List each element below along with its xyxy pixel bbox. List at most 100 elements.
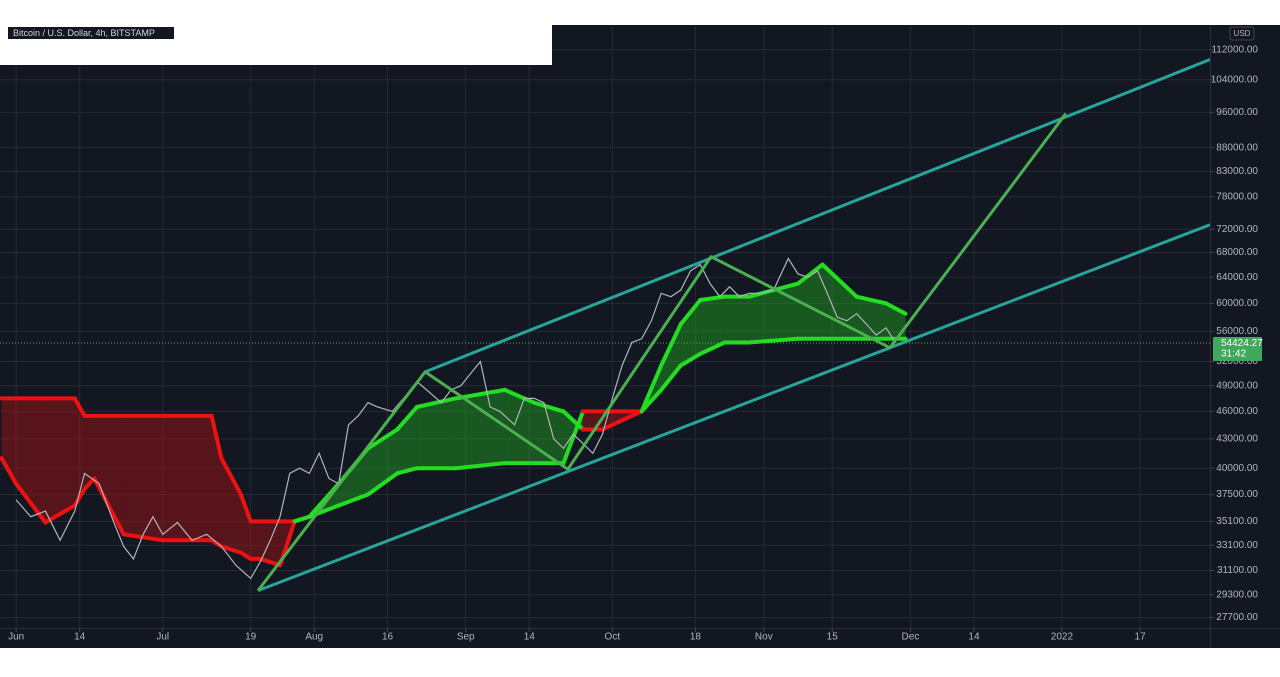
x-tick-label: Jul [156,632,169,643]
price-line [15,257,897,580]
cloud-line [747,336,801,345]
cloud-line [238,492,253,524]
cloud-fill [74,398,85,506]
chart-background [0,25,1280,648]
cloud-line [209,413,224,461]
cloud-fill [534,402,564,464]
cloud-line [82,476,97,492]
cloud-fill [416,398,456,469]
cloud-line [395,466,419,476]
cloud-line [639,387,664,414]
cloud-fill [724,296,750,343]
cloud-line [678,351,703,368]
chart-title: Bitcoin / U.S. Dollar, 4h, BITSTAMP [13,28,155,38]
cloud-fill [455,389,505,469]
currency-label: USD [1234,29,1251,38]
x-tick-label: Oct [605,632,621,643]
cloud-fill [397,407,417,474]
cloud-fill [45,398,75,523]
last-price-box [1213,337,1262,362]
cloud-line [854,294,888,306]
cloud-line [453,461,507,471]
countdown-label: 31:42 [1221,349,1246,360]
cloud-fill [856,296,886,339]
cloud-fill [260,521,281,566]
plot [0,58,1210,593]
cloud-line [561,409,586,432]
cloud-fill [162,415,212,541]
y-tick-label: 112000.00 [1211,44,1258,55]
cloud-fill [504,389,535,464]
y-tick-label: 64000.00 [1216,272,1258,283]
y-tick-label: 104000.00 [1211,74,1259,85]
x-tick-label: Dec [902,632,920,643]
title-chip [8,27,174,39]
y-tick-label: 68000.00 [1216,247,1258,258]
cloud-line [659,322,683,368]
x-tick-label: 14 [968,632,980,643]
cloud-fill [250,521,261,559]
cloud-line [883,301,908,316]
cloud-line [0,456,19,486]
y-tick-label: 56000.00 [1216,326,1258,337]
cloud-fill [680,300,701,366]
x-tick-label: 2022 [1051,632,1074,643]
cloud-line [395,405,419,432]
cloud-fill [749,283,799,343]
x-tick-label: Jun [8,632,24,643]
cloud-fill [700,296,725,354]
y-tick-label: 96000.00 [1216,107,1258,118]
cloud-fill [661,324,681,390]
x-tick-label: 17 [1135,632,1147,643]
cloud-line [121,532,165,543]
cloud-fill [123,415,163,541]
cloud-fill [338,448,368,506]
cloud-fill [798,264,823,339]
x-tick-label: 15 [827,632,839,643]
y-tick-label: 29300.00 [1216,589,1258,600]
x-tick-label: 14 [524,632,536,643]
cloud-line [292,514,312,524]
y-tick-label: 88000.00 [1216,142,1258,153]
trend-drawing [257,223,1210,593]
currency-chip [1229,26,1255,41]
y-tick-label: 35100.00 [1216,516,1258,527]
cloud-line [796,262,825,286]
y-tick-label: 27700.00 [1216,612,1258,623]
x-tick-label: Nov [755,632,773,643]
y-tick-label: 78000.00 [1216,191,1258,202]
cloud-line [502,387,537,405]
y-tick-label: 46000.00 [1216,406,1258,417]
cloud-line [820,262,859,299]
cloud-line [639,363,664,414]
y-tick-label: 31100.00 [1217,565,1258,576]
cloud-line [698,294,727,303]
cloud-line [600,418,625,432]
cloud-fill [94,415,124,535]
y-tick-label: 60000.00 [1216,298,1258,309]
cloud-line [365,427,400,451]
cloud-line [336,492,370,508]
y-tick-label: 72000.00 [1216,224,1258,235]
y-tick-label: 40000.00 [1216,463,1258,474]
y-tick-label: 43000.00 [1216,433,1258,444]
trend-drawing [256,112,1068,592]
cloud-line [659,363,683,392]
y-tick-label: 33100.00 [1216,540,1258,551]
cloud-fill [240,494,251,559]
x-tick-label: 19 [245,632,257,643]
cloud-line [561,409,586,466]
x-tick-label: 14 [74,632,86,643]
last-price-label: 54424.27 [1221,338,1263,349]
cloud-fill [84,415,95,490]
cloud-line [219,456,243,497]
grid [0,25,1210,628]
y-tick-label: 49000.00 [1216,380,1258,391]
x-tick-label: Aug [305,632,323,643]
cloud-fill [221,458,241,553]
y-tick-label: 83000.00 [1216,166,1258,177]
cloud-line [365,471,400,497]
cloud-line [698,340,727,356]
